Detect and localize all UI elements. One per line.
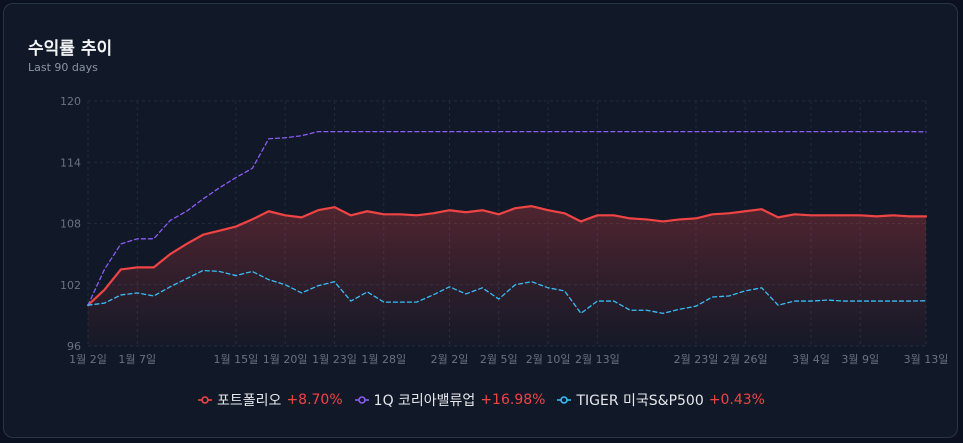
chart-subtitle: Last 90 days [28,61,98,74]
chart-title: 수익률 추이 [28,39,113,59]
x-tick-label: 1월 28일 [361,352,406,366]
x-tick-label: 3월 9일 [841,352,879,366]
chart-card: 수익률 추이 Last 90 days 96 102 108 114 120 1월 2일 1… [3,3,958,438]
series-line-0 [86,205,928,307]
legend-marker-icon [557,396,572,404]
x-tick-label: 2월 5일 [480,352,518,366]
legend-label: 1Q 코리아밸류업 [373,393,476,409]
legend-label: TIGER 미국S&P500 [576,393,704,409]
x-tick-label: 3월 13일 [904,352,949,366]
legend-item-1[interactable]: 1Q 코리아밸류업 +16.98% [354,390,546,410]
x-tick-label: 2월 10일 [526,352,571,366]
y-tick-label: 114 [60,156,81,169]
legend-item-2[interactable]: TIGER 미국S&P500 +0.43% [557,390,765,410]
chart-legend: 포트폴리오 +8.70% 1Q 코리아밸류업 +16.98% TIGER 미국S&P50… [4,390,959,410]
legend-label: 포트폴리오 [217,393,282,409]
x-tick-label: 2월 13일 [575,352,620,366]
legend-return-value: +16.98% [480,392,546,408]
y-tick-label: 102 [60,279,81,292]
x-tick-label: 1월 15일 [214,352,259,366]
x-tick-label: 1월 2일 [69,352,107,366]
series-line-1 [87,130,927,306]
line-chart: 96 102 108 114 120 1월 2일 1월 7일 1월 15일 1월 20일 1월 2… [60,95,949,366]
x-tick-label: 2월 23일 [674,352,719,366]
legend-marker-icon [198,396,213,404]
x-tick-label: 3월 4일 [792,352,830,366]
x-tick-label: 1월 7일 [118,352,156,366]
series-line-2 [87,269,927,314]
legend-return-value: +0.43% [708,392,765,408]
x-tick-label: 1월 20일 [263,352,308,366]
y-tick-label: 120 [60,95,81,108]
x-tick-label: 2월 26일 [723,352,768,366]
x-tick-label: 1월 23일 [312,352,357,366]
legend-return-value: +8.70% [286,392,343,408]
y-tick-label: 108 [60,218,81,231]
y-tick-label: 96 [67,340,81,353]
legend-marker-icon [354,396,369,404]
series-area-0 [88,206,926,346]
x-tick-label: 2월 2일 [431,352,469,366]
legend-item-0[interactable]: 포트폴리오 +8.70% [198,390,343,410]
